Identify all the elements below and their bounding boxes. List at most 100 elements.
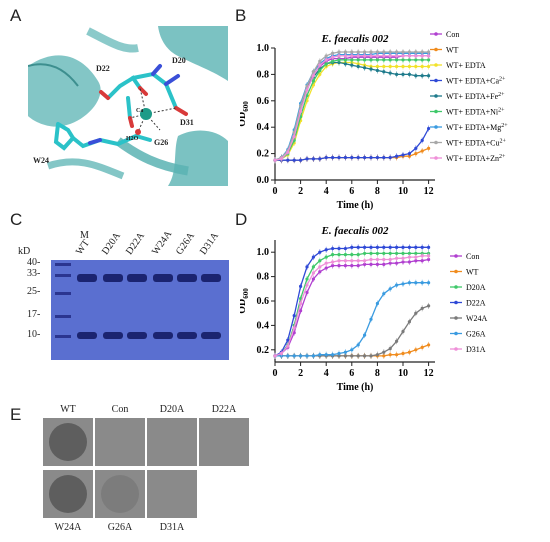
data-point [427, 304, 431, 308]
data-point [395, 283, 399, 287]
gel-band-high [127, 274, 147, 282]
data-point [388, 64, 392, 69]
data-point [382, 155, 386, 160]
data-point [395, 245, 399, 249]
data-point [363, 155, 367, 160]
legend-marker [454, 269, 458, 274]
data-point [382, 350, 386, 354]
data-point [420, 306, 424, 310]
series-1 [273, 52, 431, 164]
data-point [388, 287, 392, 291]
data-point [375, 257, 379, 262]
legend-marker [434, 47, 438, 52]
data-point [369, 54, 373, 58]
data-point [350, 58, 354, 62]
legend-label: WT+ EDTA+Ni2+ [446, 108, 505, 117]
legend-label: W24A [466, 314, 488, 323]
data-point [395, 50, 399, 54]
data-point [318, 157, 322, 161]
data-point [375, 301, 379, 306]
data-point [350, 50, 354, 54]
data-point [363, 354, 367, 358]
legend-label: WT [446, 46, 459, 55]
data-point [420, 259, 424, 263]
gel-band-low [127, 332, 147, 339]
gel-marker-band [55, 335, 71, 338]
data-point [324, 54, 328, 58]
data-point [420, 138, 424, 142]
data-point [363, 245, 367, 249]
gel-panel: kD M WT D20A D22A W24A G26A D31A 40- 33- 25- 17-… [15, 226, 230, 361]
x-tick-label: 2 [298, 186, 303, 197]
data-point [407, 251, 411, 256]
data-point [356, 58, 360, 62]
legend-label: G26A [466, 330, 486, 339]
data-point [427, 54, 431, 58]
structure-label-w24: W24 [33, 156, 49, 165]
y-tick-label: 1.0 [257, 247, 270, 258]
data-point [331, 155, 335, 160]
legend-label: WT+ EDTA+Fe2+ [446, 92, 505, 101]
series-line [274, 51, 429, 161]
data-point [318, 270, 322, 274]
series-line [274, 255, 429, 357]
chart-title: E. faecalis 002 [321, 33, 389, 45]
data-point [299, 109, 303, 113]
data-point [407, 58, 411, 62]
data-point [350, 354, 354, 358]
gel-band-high [103, 274, 123, 282]
data-point [388, 155, 392, 160]
data-point [299, 301, 303, 306]
data-point [375, 54, 379, 58]
data-point [395, 58, 399, 62]
gel-marker-size-label: 25- [27, 286, 41, 297]
gel-band-low [153, 332, 173, 339]
data-point [343, 253, 347, 257]
data-point [324, 58, 328, 62]
legend-label: WT [466, 268, 479, 277]
data-point [395, 261, 399, 265]
plate-w24a [43, 470, 93, 518]
data-point [401, 282, 405, 286]
data-point [318, 72, 322, 76]
legend-marker [434, 140, 438, 145]
data-point [414, 245, 418, 249]
gel-band-low [103, 332, 123, 339]
gel-lane-label: D31A [197, 230, 222, 257]
data-point [414, 311, 418, 315]
y-axis-label: OD600 [240, 288, 250, 314]
data-point [375, 353, 379, 357]
gel-marker-lane-label: M [80, 230, 89, 241]
data-point [337, 351, 341, 356]
plate-label: W24A [54, 522, 82, 533]
data-point [331, 264, 335, 268]
data-point [414, 281, 418, 285]
plate-label: D22A [211, 404, 237, 415]
data-point [343, 264, 347, 268]
x-tick-label: 12 [424, 186, 434, 197]
y-tick-label: 0.2 [257, 149, 270, 160]
gel-marker-size-label: 10- [27, 329, 41, 340]
data-point [382, 292, 386, 296]
data-point [286, 344, 290, 348]
data-point [311, 265, 315, 269]
legend-marker [434, 156, 438, 160]
chart-b: E. faecalis 002 0 2 4 6 8 10 12 0.0 0.2 0.4 0.6 0.8 1… [240, 30, 508, 210]
data-point [350, 348, 354, 352]
data-point [343, 350, 347, 354]
plate-label: WT [60, 404, 76, 415]
series-5 [273, 59, 431, 164]
data-point [369, 245, 373, 249]
lysis-halo [49, 475, 87, 513]
data-point [311, 157, 315, 161]
data-point [414, 152, 418, 156]
data-point [337, 246, 341, 251]
data-point [369, 58, 373, 62]
data-point [337, 264, 341, 268]
data-point [279, 157, 283, 161]
plate-wt [43, 418, 93, 466]
structure-label-h2o: H2O [126, 136, 139, 142]
data-point [305, 157, 309, 161]
data-point [299, 284, 303, 288]
data-point [388, 245, 392, 249]
